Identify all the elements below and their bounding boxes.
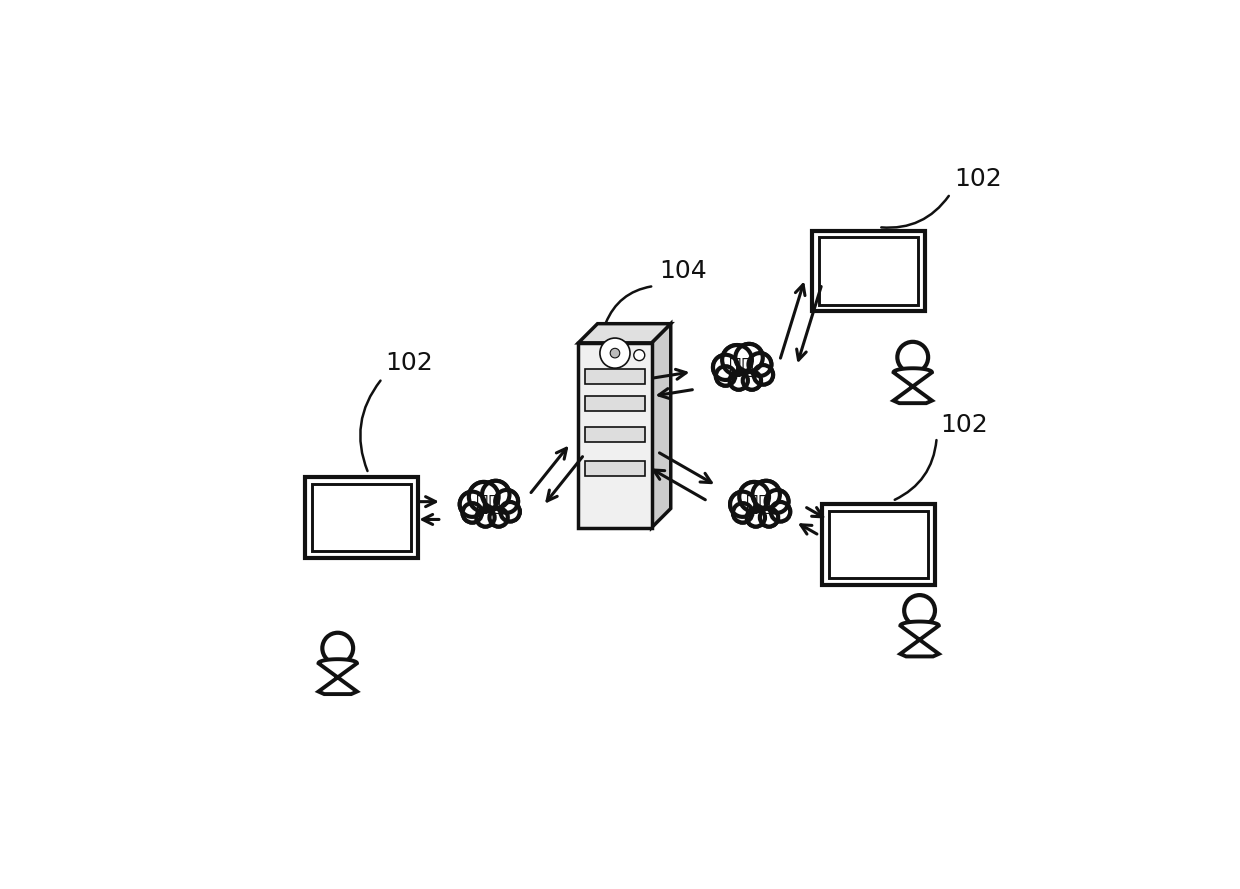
Bar [585, 461, 645, 477]
Circle shape [610, 348, 620, 358]
Circle shape [733, 503, 753, 523]
Bar [828, 511, 928, 579]
Circle shape [482, 481, 510, 509]
Text: 网络: 网络 [476, 493, 501, 514]
Circle shape [754, 483, 779, 507]
Circle shape [744, 372, 760, 388]
Bar [578, 343, 651, 528]
Polygon shape [894, 368, 932, 404]
Circle shape [732, 493, 754, 516]
Bar [812, 230, 925, 311]
Circle shape [735, 344, 763, 372]
Circle shape [746, 509, 765, 526]
Circle shape [760, 509, 779, 526]
Circle shape [477, 509, 494, 525]
Circle shape [773, 503, 789, 520]
Polygon shape [578, 324, 671, 343]
Circle shape [898, 341, 928, 372]
Text: 102: 102 [940, 413, 988, 437]
Circle shape [739, 482, 769, 512]
Bar [822, 504, 935, 585]
Bar [585, 369, 645, 384]
Circle shape [322, 633, 353, 663]
Circle shape [730, 372, 746, 388]
Circle shape [634, 349, 645, 361]
Circle shape [742, 484, 768, 510]
Circle shape [753, 481, 780, 509]
Circle shape [476, 509, 495, 526]
Circle shape [463, 503, 482, 523]
Circle shape [471, 484, 497, 510]
Polygon shape [651, 324, 671, 528]
Circle shape [491, 509, 507, 525]
Circle shape [484, 483, 508, 507]
Bar [305, 477, 418, 557]
Polygon shape [319, 659, 357, 694]
Circle shape [600, 338, 630, 368]
Circle shape [904, 595, 935, 626]
Circle shape [737, 346, 761, 370]
Bar [585, 396, 645, 412]
Circle shape [761, 509, 777, 525]
Circle shape [464, 504, 481, 522]
Polygon shape [900, 621, 939, 656]
Circle shape [717, 367, 734, 385]
Circle shape [730, 492, 755, 517]
Circle shape [754, 365, 773, 385]
Text: 网络: 网络 [746, 493, 771, 514]
Circle shape [729, 372, 748, 389]
Circle shape [768, 492, 787, 511]
Circle shape [750, 355, 770, 374]
Circle shape [501, 502, 520, 522]
Circle shape [461, 493, 484, 516]
Text: 102: 102 [954, 166, 1002, 190]
Circle shape [765, 490, 789, 513]
Text: 102: 102 [386, 351, 434, 375]
Circle shape [749, 353, 771, 376]
Circle shape [743, 372, 761, 389]
Circle shape [501, 503, 518, 520]
Circle shape [469, 482, 498, 512]
Bar [312, 484, 412, 551]
Circle shape [714, 356, 737, 379]
Bar [818, 237, 918, 305]
Circle shape [722, 345, 751, 375]
Bar [585, 427, 645, 442]
Circle shape [724, 347, 750, 373]
Circle shape [460, 492, 485, 517]
Circle shape [734, 504, 751, 522]
Text: 104: 104 [660, 259, 707, 283]
Circle shape [496, 492, 517, 511]
Circle shape [771, 502, 790, 522]
Circle shape [755, 366, 773, 383]
Circle shape [713, 355, 738, 380]
Circle shape [495, 490, 518, 513]
Circle shape [715, 366, 735, 386]
Text: 网络: 网络 [729, 356, 754, 377]
Circle shape [748, 509, 764, 525]
Circle shape [490, 509, 508, 526]
